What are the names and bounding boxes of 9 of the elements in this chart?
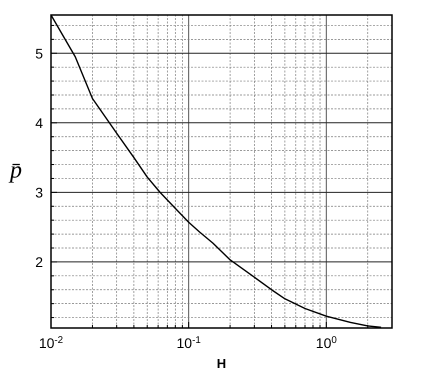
y-tick-label: 3 (35, 184, 44, 200)
x-tick-label: 10$^{-1}$ (176, 334, 201, 351)
x-axis-title: H (216, 356, 226, 371)
y-axis-title: p̄ (8, 158, 22, 184)
x-tick-label: 10$^{0}$ (316, 334, 338, 351)
y-tick-label: 4 (35, 114, 44, 131)
x-tick-label: 10$^{-2}$ (38, 334, 64, 351)
y-tick-label: 2 (35, 254, 44, 270)
y-tick-label: 5 (35, 45, 44, 62)
